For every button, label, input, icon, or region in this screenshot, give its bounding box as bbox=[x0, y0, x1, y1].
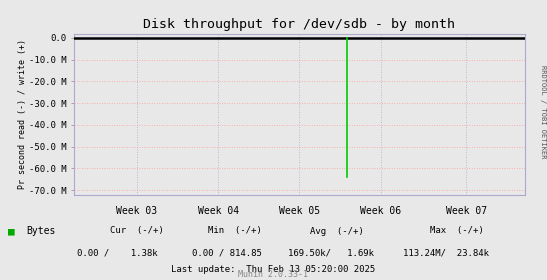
Text: ■: ■ bbox=[8, 226, 15, 236]
Text: 113.24M/  23.84k: 113.24M/ 23.84k bbox=[403, 249, 489, 258]
Text: Week 07: Week 07 bbox=[446, 206, 487, 216]
Text: Avg  (-/+): Avg (-/+) bbox=[310, 227, 363, 235]
Text: RRDTOOL / TOBI OETIKER: RRDTOOL / TOBI OETIKER bbox=[540, 65, 546, 159]
Text: 169.50k/   1.69k: 169.50k/ 1.69k bbox=[288, 249, 374, 258]
Text: Max  (-/+): Max (-/+) bbox=[430, 227, 484, 235]
Text: Week 05: Week 05 bbox=[279, 206, 320, 216]
Text: 0.00 /    1.38k: 0.00 / 1.38k bbox=[77, 249, 158, 258]
Text: Bytes: Bytes bbox=[26, 226, 56, 236]
Text: Cur  (-/+): Cur (-/+) bbox=[110, 227, 164, 235]
Text: Munin 2.0.33-1: Munin 2.0.33-1 bbox=[238, 270, 309, 279]
Text: Week 06: Week 06 bbox=[360, 206, 401, 216]
Y-axis label: Pr second read (-) / write (+): Pr second read (-) / write (+) bbox=[18, 39, 27, 189]
Text: Week 03: Week 03 bbox=[117, 206, 158, 216]
Text: Week 04: Week 04 bbox=[197, 206, 239, 216]
Title: Disk throughput for /dev/sdb - by month: Disk throughput for /dev/sdb - by month bbox=[143, 18, 456, 31]
Text: Min  (-/+): Min (-/+) bbox=[208, 227, 262, 235]
Text: 0.00 / 814.85: 0.00 / 814.85 bbox=[192, 249, 262, 258]
Text: Last update:  Thu Feb 13 05:20:00 2025: Last update: Thu Feb 13 05:20:00 2025 bbox=[171, 265, 376, 274]
